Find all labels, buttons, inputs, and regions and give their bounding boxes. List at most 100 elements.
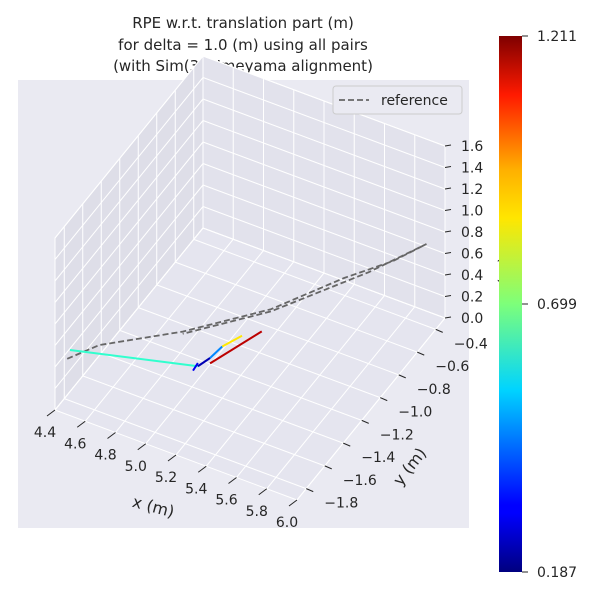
y-tick-label: −1.2 (380, 427, 414, 443)
series-line-reference (66, 243, 427, 360)
z-tick-mark (444, 144, 452, 147)
error-segment (209, 345, 223, 359)
y-tick-label: −1.6 (343, 473, 377, 489)
z-grid-side (54, 55, 204, 239)
z-tick-mark (444, 166, 452, 168)
error-segment (197, 357, 211, 368)
z-grid-back (202, 141, 446, 233)
colorbar-gradient (499, 36, 522, 572)
legend: reference (332, 85, 463, 115)
y-tick-label: −1.8 (324, 496, 358, 512)
z-grid-back (202, 163, 446, 254)
z-tick-label: 1.4 (461, 161, 483, 177)
y-tick-mark (435, 328, 443, 333)
z-tick-mark (444, 252, 452, 254)
z-tick-label: 1.6 (461, 139, 483, 155)
z-grid-back (202, 120, 446, 211)
x-grid-floor (84, 238, 234, 422)
colorbar-mid-label: 0.699 (537, 297, 577, 313)
z-tick-label: 0.4 (461, 268, 483, 284)
y-grid-floor (82, 375, 325, 467)
z-tick-label: 0.0 (461, 311, 483, 327)
3d-gridlines (54, 55, 446, 501)
data-series (66, 243, 427, 372)
x-tick-label: 6.0 (276, 515, 298, 531)
z-grid-side (54, 163, 204, 346)
z-grid-back (202, 206, 446, 297)
chart-title-line-3: (with Sim(3) Umeyama alignment) (113, 57, 373, 75)
y-grid-floor (156, 284, 399, 376)
colorbar-max-label: 1.211 (537, 29, 577, 45)
y-tick-mark (343, 442, 351, 447)
y-tick-label: −1.4 (361, 450, 395, 466)
y-grid-floor (101, 352, 344, 444)
chart-title-line-1: RPE w.r.t. translation part (m) (132, 14, 354, 32)
y-grid-floor (119, 329, 362, 421)
colorbar-min-label: 0.187 (537, 565, 577, 581)
z-tick-label: 0.8 (461, 225, 483, 241)
z-grid-side (54, 227, 204, 411)
x-tick-label: 4.6 (64, 436, 86, 452)
y-tick-mark (380, 397, 388, 402)
z-tick-mark (444, 316, 452, 319)
error-segment (221, 334, 243, 348)
x-grid-floor (115, 250, 264, 433)
x-tick-label: 4.8 (94, 448, 116, 464)
error-segment (209, 330, 263, 365)
z-tick-label: 0.6 (461, 247, 483, 263)
x-grid-floor (175, 272, 325, 456)
x-tick-mark (137, 443, 147, 451)
x-tick-label: 5.8 (246, 504, 268, 520)
z-grid-back (202, 77, 446, 168)
x-tick-label: 5.4 (185, 481, 207, 497)
z-grid-side (54, 77, 204, 260)
x-tick-mark (288, 499, 298, 507)
z-grid-side (54, 120, 204, 303)
z-tick-label: 1.2 (461, 182, 483, 198)
y-tick-mark (361, 419, 369, 424)
x-axis-ticks: 4.4 4.6 4.8 5.0 5.2 5.4 5.6 5.8 6.0 (34, 409, 298, 531)
x-tick-mark (258, 488, 268, 496)
y-tick-label: −0.4 (454, 336, 488, 352)
z-grid-side (54, 141, 204, 325)
z-axis-ticks: 0.0 0.2 0.4 0.6 0.8 1.0 1.2 1.4 1.6 (444, 139, 483, 327)
y-tick-mark (417, 351, 425, 356)
x-tick-mark (46, 409, 56, 417)
x-grid-floor (145, 261, 295, 445)
z-grid-side (54, 98, 204, 282)
y-tick-label: −0.6 (435, 359, 469, 375)
z-tick-mark (444, 209, 452, 211)
y-tick-mark (306, 488, 314, 493)
y-tick-label: −0.8 (417, 382, 451, 398)
y-grid-floor (175, 261, 418, 353)
x-tick-label: 4.4 (34, 425, 56, 441)
x-tick-mark (167, 454, 177, 462)
x-grid-floor (296, 317, 446, 501)
z-tick-mark (444, 295, 452, 297)
colorbar: 1.211 0.699 0.187 (499, 29, 577, 581)
y-grid-floor (138, 307, 381, 399)
x-grid-floor (266, 306, 416, 490)
x-grid-floor (205, 283, 355, 467)
error-segment (192, 362, 199, 372)
y-axis-ticks: −1.8 −1.6 −1.4 −1.2 −1.0 −0.8 −0.6 −0.4 (306, 328, 488, 512)
z-grid-side (54, 206, 204, 389)
z-tick-mark (444, 273, 452, 276)
x-tick-mark (197, 465, 207, 473)
y-tick-label: −1.0 (398, 405, 432, 421)
y-grid-floor (193, 238, 436, 330)
chart-title-line-2: for delta = 1.0 (m) using all pairs (118, 36, 368, 54)
z-tick-mark (444, 187, 452, 190)
y-grid-floor (64, 398, 307, 490)
x-tick-label: 5.6 (215, 493, 237, 509)
x-tick-label: 5.0 (125, 459, 147, 475)
z-grid-back (202, 98, 446, 190)
z-grid-back (202, 55, 446, 147)
x-tick-label: 5.2 (155, 470, 177, 486)
x-tick-mark (228, 477, 237, 484)
legend-label-reference: reference (381, 93, 448, 109)
x-grid-floor (236, 295, 385, 478)
z-tick-mark (444, 230, 452, 233)
error-segment (69, 348, 199, 368)
legend-box (332, 85, 463, 115)
